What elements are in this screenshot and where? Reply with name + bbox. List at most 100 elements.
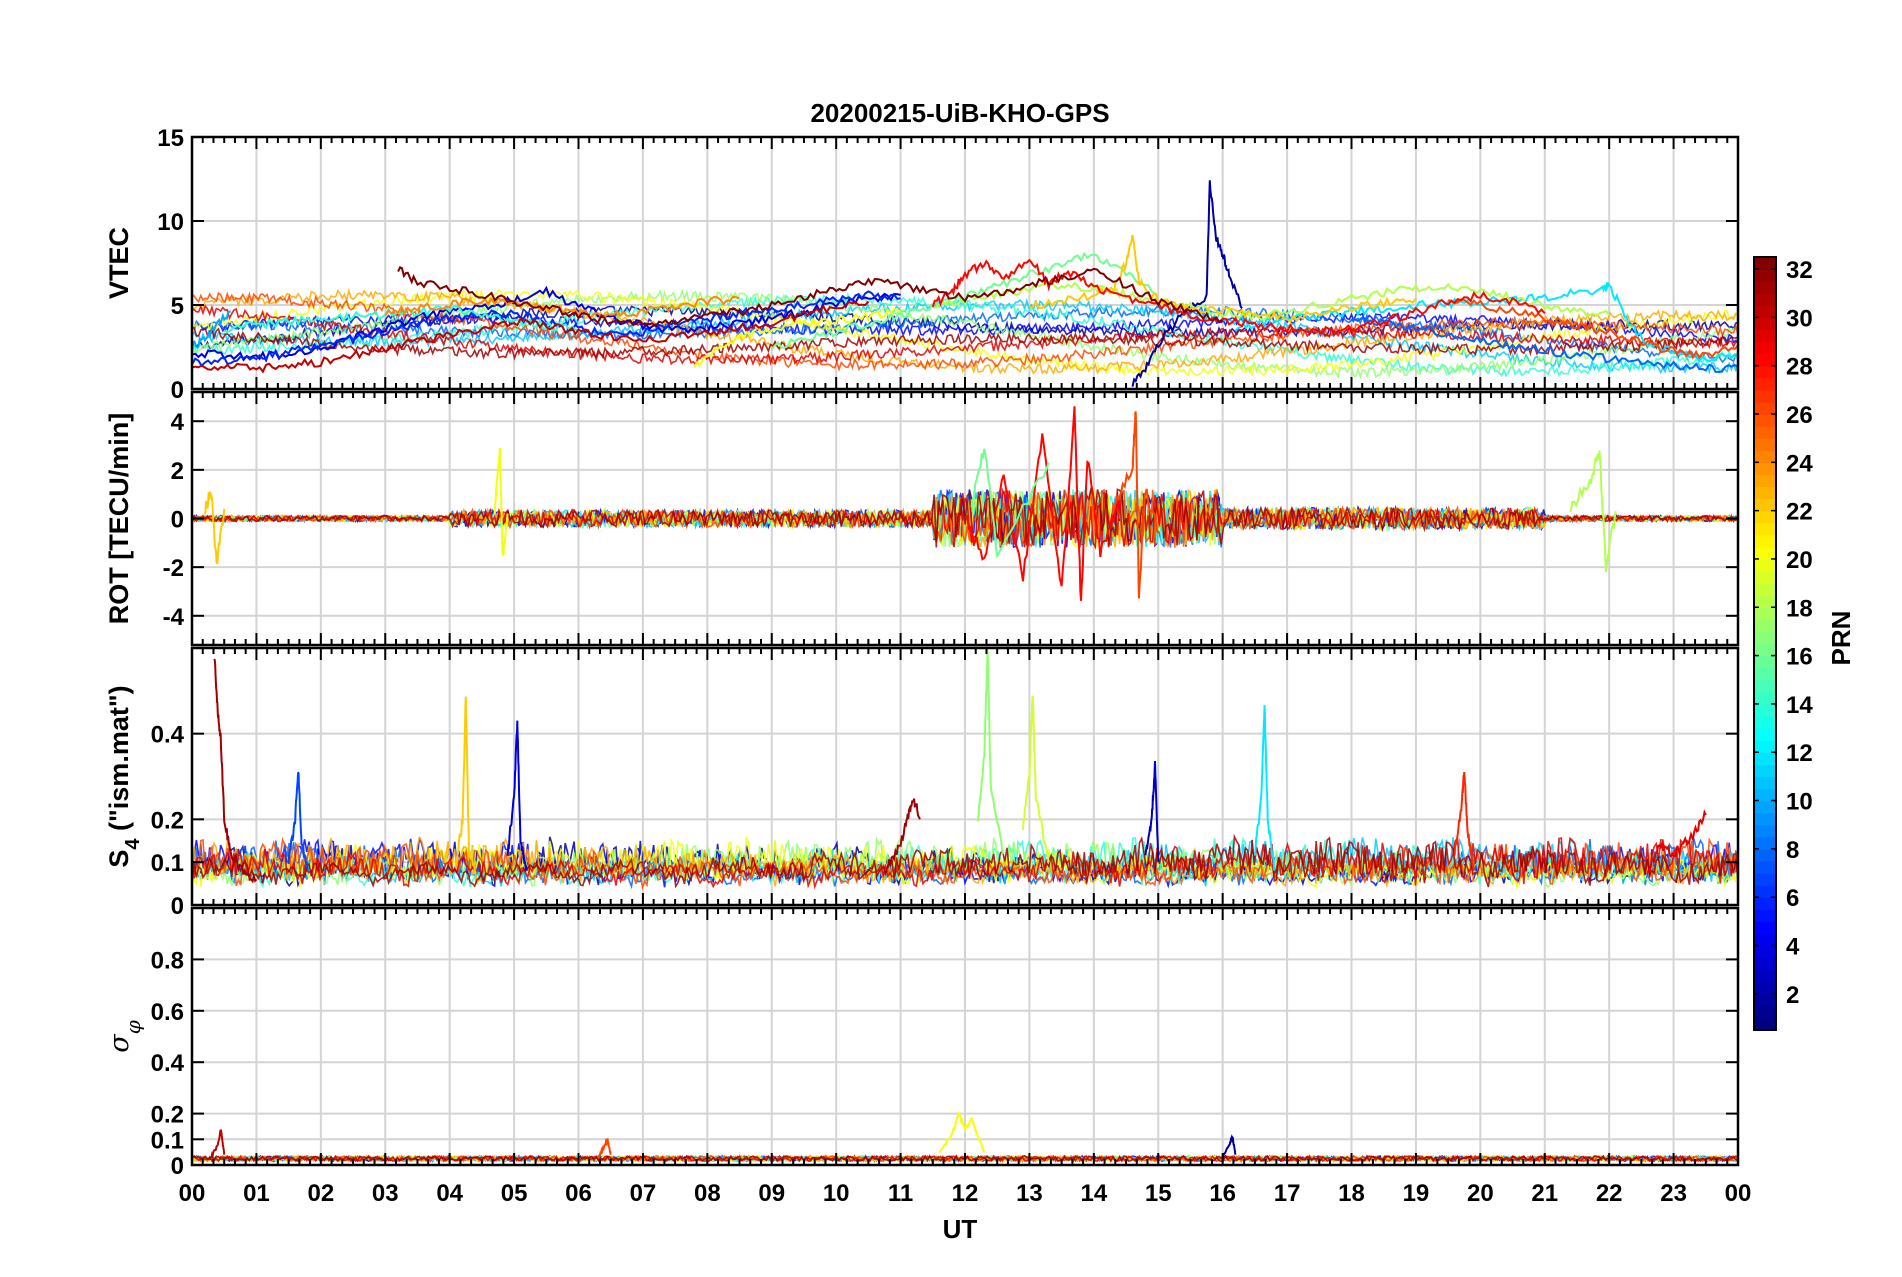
panel-1: 0 5 10 15 VTEC bbox=[104, 125, 1740, 404]
y-tick-label: 0.2 bbox=[151, 807, 184, 834]
colorbar-segment bbox=[1754, 981, 1776, 995]
colorbar-segment bbox=[1754, 619, 1776, 633]
colorbar-segment bbox=[1754, 945, 1776, 959]
y-tick-label: 2 bbox=[171, 458, 184, 485]
colorbar-segment bbox=[1754, 305, 1776, 318]
colorbar-tick-label: 16 bbox=[1786, 644, 1813, 671]
series-prn-28 bbox=[964, 406, 1121, 601]
y-axis-label: ROT [TECU/min] bbox=[104, 413, 134, 624]
series-prn-2 bbox=[1131, 180, 1243, 387]
y-label-sub: φ bbox=[121, 1020, 145, 1034]
x-tick-label: 15 bbox=[1145, 1180, 1172, 1207]
colorbar-segment bbox=[1754, 571, 1776, 584]
x-tick-label: 01 bbox=[243, 1180, 270, 1207]
background-trace bbox=[192, 304, 1738, 367]
colorbar-segment bbox=[1754, 933, 1776, 947]
series-prn-3 bbox=[1144, 760, 1160, 863]
colorbar-segment bbox=[1754, 643, 1776, 657]
series-prn-8 bbox=[1351, 317, 1738, 374]
x-tick-label: 23 bbox=[1660, 1180, 1687, 1207]
colorbar-tick-label: 12 bbox=[1786, 740, 1813, 767]
colorbar-segment bbox=[1754, 836, 1776, 850]
x-tick-label: 12 bbox=[952, 1180, 979, 1207]
x-tick-label: 22 bbox=[1596, 1180, 1623, 1207]
colorbar-tick-label: 18 bbox=[1786, 595, 1813, 622]
colorbar-segment bbox=[1754, 281, 1776, 294]
colorbar-tick-label: 30 bbox=[1786, 305, 1813, 332]
colorbar-tick-label: 26 bbox=[1786, 402, 1813, 429]
colorbar-segment bbox=[1754, 377, 1776, 391]
colorbar-segment bbox=[1754, 969, 1776, 983]
y-tick-label: 0.1 bbox=[151, 1127, 184, 1154]
x-tick-label: 20 bbox=[1467, 1180, 1494, 1207]
colorbar-segment bbox=[1754, 776, 1776, 790]
series-prn-30 bbox=[210, 1129, 226, 1160]
x-tick-label: 03 bbox=[372, 1180, 399, 1207]
colorbar-segment bbox=[1754, 486, 1776, 500]
y-tick-label: 0.8 bbox=[151, 947, 184, 974]
series-prn-20 bbox=[693, 307, 902, 369]
colorbar-segment bbox=[1754, 329, 1776, 343]
y-tick-label: 4 bbox=[171, 409, 185, 436]
x-tick-label: 05 bbox=[501, 1180, 528, 1207]
series-prn-18 bbox=[932, 281, 1610, 322]
colorbar-segment bbox=[1754, 993, 1776, 1007]
colorbar-segment bbox=[1754, 1005, 1776, 1019]
colorbar-tick-label: 28 bbox=[1786, 354, 1813, 381]
colorbar-segment bbox=[1754, 764, 1776, 777]
colorbar-segment bbox=[1754, 715, 1776, 729]
colorbar-tick-label: 32 bbox=[1786, 257, 1813, 284]
colorbar-segment bbox=[1754, 631, 1776, 645]
colorbar-segment bbox=[1754, 510, 1776, 524]
series-prn-4 bbox=[192, 285, 901, 363]
colorbar-tick-label: 6 bbox=[1786, 885, 1799, 912]
colorbar-segment bbox=[1754, 534, 1776, 548]
background-trace bbox=[192, 326, 1738, 361]
y-axis-label: S4 ("ism.mat") bbox=[104, 685, 144, 867]
colorbar-segment bbox=[1754, 389, 1776, 403]
x-tick-label: 00 bbox=[179, 1180, 206, 1207]
colorbar-segment bbox=[1754, 365, 1776, 379]
colorbar-segment bbox=[1754, 498, 1776, 512]
y-tick-label: 0.1 bbox=[151, 850, 184, 877]
x-tick-label: 09 bbox=[758, 1180, 785, 1207]
background-trace bbox=[192, 287, 1738, 376]
x-tick-label: 07 bbox=[630, 1180, 657, 1207]
colorbar-segment bbox=[1754, 438, 1776, 451]
colorbar-segment bbox=[1754, 353, 1776, 367]
series-prn-22 bbox=[455, 696, 477, 875]
x-tick-label: 08 bbox=[694, 1180, 721, 1207]
y-axis-label: VTEC bbox=[104, 227, 134, 299]
colorbar-segment bbox=[1754, 293, 1776, 306]
series-prn-26 bbox=[1448, 298, 1738, 360]
y-tick-label: 0 bbox=[171, 507, 184, 534]
x-tick-label: 18 bbox=[1338, 1180, 1365, 1207]
y-tick-label: 0 bbox=[171, 377, 184, 404]
background-trace bbox=[192, 833, 1738, 889]
colorbar-segment bbox=[1754, 1017, 1776, 1031]
colorbar-frame bbox=[1753, 256, 1777, 1031]
colorbar-segment bbox=[1754, 897, 1776, 910]
colorbar-segment bbox=[1754, 401, 1776, 415]
y-axis-label: σφ bbox=[104, 1020, 145, 1052]
colorbar-segment bbox=[1754, 788, 1776, 802]
series-prn-20 bbox=[938, 1111, 986, 1154]
y-tick-label: 0.4 bbox=[151, 722, 185, 749]
x-tick-label: 10 bbox=[823, 1180, 850, 1207]
colorbar-segment bbox=[1754, 414, 1776, 427]
panel-data bbox=[192, 406, 1738, 601]
y-label-main: σ bbox=[104, 1033, 135, 1053]
colorbar-segment bbox=[1754, 752, 1776, 765]
colorbar-tick-label: 14 bbox=[1786, 692, 1813, 719]
series-prn-18 bbox=[1569, 450, 1617, 573]
series-prn-20 bbox=[493, 448, 509, 557]
series-prn-31 bbox=[213, 658, 258, 884]
series-prn-30 bbox=[192, 300, 870, 374]
panel-data bbox=[192, 180, 1738, 387]
colorbar-tick-label: 10 bbox=[1786, 789, 1813, 816]
colorbar-segment bbox=[1754, 558, 1776, 572]
colorbar-tick-label: 22 bbox=[1786, 499, 1813, 526]
background-trace bbox=[192, 836, 1738, 890]
